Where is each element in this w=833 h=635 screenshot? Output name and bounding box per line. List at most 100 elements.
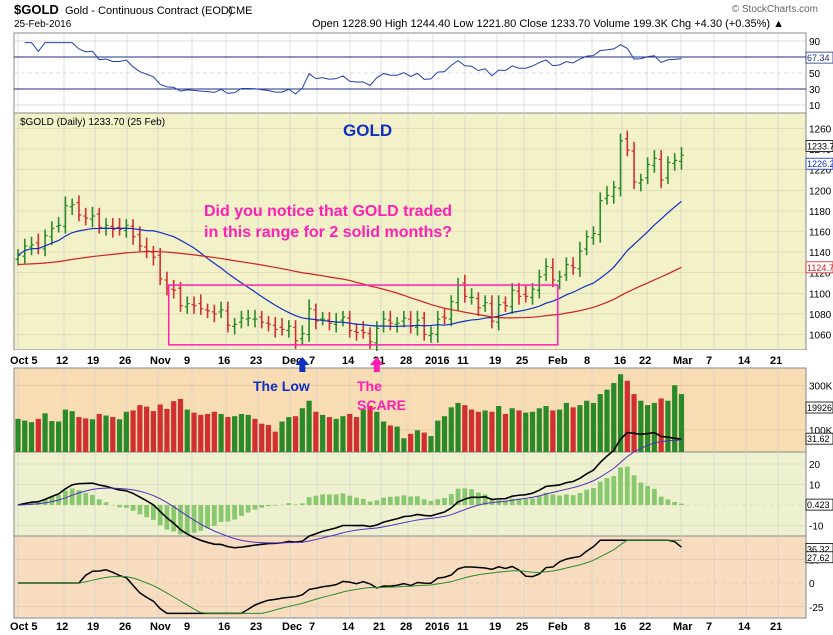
macd-histogram-bar <box>184 505 190 535</box>
macd-tick-label: 20 <box>809 460 821 471</box>
macd-histogram-bar <box>103 502 109 505</box>
volume-bar <box>645 405 651 452</box>
volume-bar <box>617 374 624 452</box>
volume-bar <box>638 400 644 452</box>
date-tick-label: 19 <box>87 355 99 367</box>
macd-histogram-bar <box>29 501 34 505</box>
date-tick-label: 9 <box>184 621 190 633</box>
volume-bar <box>171 401 177 452</box>
price-tick-label: 1200 <box>809 186 832 197</box>
macd-histogram-bar <box>151 505 156 520</box>
macd-histogram-bar <box>157 505 163 526</box>
macd-histogram-bar <box>557 495 562 505</box>
volume-bar <box>62 409 68 452</box>
volume-bar <box>225 417 231 452</box>
volume-bar <box>482 410 488 452</box>
price-value-box <box>805 157 833 170</box>
macd-histogram-bar <box>327 494 332 505</box>
volume-bar <box>265 425 272 452</box>
kst-tick-label: -25 <box>809 603 824 614</box>
macd-histogram-bar <box>171 505 177 532</box>
macd-value-box <box>805 432 833 445</box>
price-value-box <box>805 261 833 274</box>
chart-symbol: $GOLD <box>14 2 59 17</box>
volume-bar <box>604 389 610 452</box>
macd-histogram-bar <box>611 476 617 505</box>
macd-value-label: 31.62 <box>807 434 830 444</box>
date-tick-label: 7 <box>706 621 712 633</box>
date-tick-label: 25 <box>516 355 528 367</box>
volume-bar <box>15 418 21 452</box>
price-value-label: 1124.75 <box>807 263 833 273</box>
volume-bar <box>83 418 89 452</box>
macd-histogram-bar <box>536 495 542 505</box>
date-tick-label: 26 <box>119 621 131 633</box>
volume-bar <box>245 414 251 452</box>
macd-panel <box>13 451 807 537</box>
macd-histogram-bar <box>428 500 434 505</box>
macd-histogram-bar <box>69 488 75 505</box>
volume-value-box <box>805 401 833 414</box>
macd-histogram-bar <box>313 495 319 505</box>
volume-bar <box>550 410 556 452</box>
date-tick-label: 12 <box>56 355 68 367</box>
volume-bar <box>28 422 35 452</box>
macd-histogram-bar <box>475 492 481 505</box>
date-tick-label: Oct 5 <box>10 621 38 633</box>
volume-bar <box>299 408 305 452</box>
volume-bar <box>56 421 62 452</box>
volume-bar <box>584 400 590 452</box>
date-axis-top <box>14 350 806 368</box>
macd-histogram-bar <box>665 499 671 505</box>
macd-histogram-bar <box>401 495 407 505</box>
macd-signal-line <box>17 439 682 544</box>
date-tick-label: Dec <box>282 621 302 633</box>
volume-bar <box>557 409 563 452</box>
price-tick-label: 1180 <box>809 207 831 218</box>
date-tick-label: 14 <box>342 355 355 367</box>
volume-bar <box>611 383 617 452</box>
kst-value-box <box>805 551 833 564</box>
date-tick-label: 8 <box>584 621 590 633</box>
macd-histogram-bar <box>645 486 651 505</box>
volume-bar <box>259 423 265 452</box>
brand-label: © StockCharts.com <box>732 4 818 15</box>
macd-histogram-bar <box>563 494 569 505</box>
volume-bar <box>435 420 441 452</box>
macd-line <box>17 431 682 549</box>
price-tick-label: 1220 <box>809 166 832 177</box>
volume-bar <box>590 402 597 452</box>
date-tick-label: 11 <box>457 621 469 633</box>
volume-bar <box>279 421 285 452</box>
macd-histogram-bar <box>374 500 380 505</box>
price-tick-label: 1260 <box>809 124 832 135</box>
rsi-line <box>24 42 682 95</box>
macd-histogram-bar <box>584 489 590 505</box>
rsi-value-box <box>805 51 833 64</box>
date-tick-label: Oct 5 <box>10 355 38 367</box>
volume-bar <box>536 408 542 452</box>
macd-histogram-bar <box>672 501 678 505</box>
volume-bar <box>563 402 569 452</box>
volume-tick-label: 100K <box>809 426 833 437</box>
volume-bar <box>218 413 224 452</box>
volume-bar <box>428 436 434 452</box>
macd-histogram-bar <box>293 504 298 505</box>
date-tick-label: 19 <box>87 621 99 633</box>
range-annotation-line2: in this range for 2 solid months? <box>204 224 452 241</box>
volume-bar <box>110 417 116 452</box>
date-tick-label: 14 <box>738 355 751 367</box>
volume-bar <box>130 410 136 452</box>
volume-bar <box>401 438 407 452</box>
volume-bar <box>543 406 549 452</box>
price-tick-label: 1160 <box>809 228 831 239</box>
kst-panel <box>13 535 807 619</box>
volume-bar <box>509 408 515 452</box>
date-tick-label: 21 <box>373 621 385 633</box>
macd-histogram-bar <box>604 478 610 505</box>
macd-histogram-bar <box>266 505 271 507</box>
macd-histogram-bar <box>205 505 210 529</box>
macd-histogram-bar <box>597 481 603 505</box>
volume-bar <box>238 413 245 452</box>
macd-histogram-bar <box>462 488 468 505</box>
